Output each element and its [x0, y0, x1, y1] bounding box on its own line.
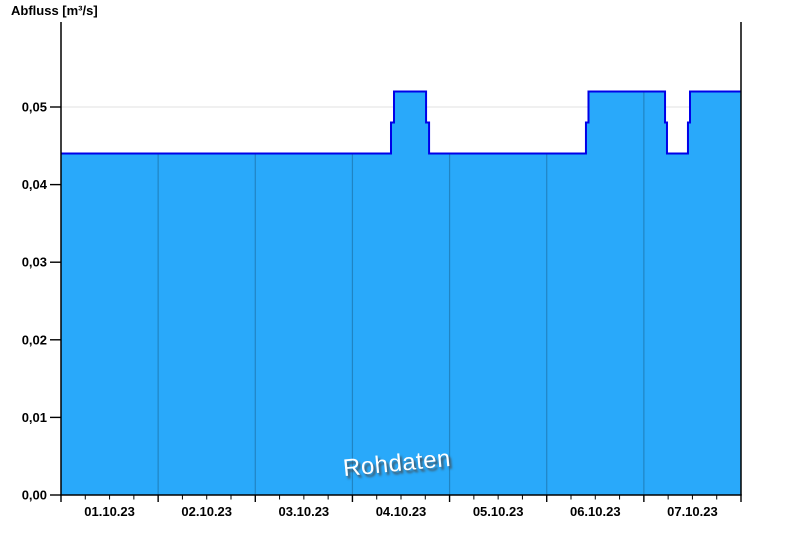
x-tick-label: 05.10.23: [473, 504, 524, 519]
y-tick-label: 0,00: [22, 488, 47, 503]
x-tick-label: 02.10.23: [181, 504, 232, 519]
y-tick-label: 0,03: [22, 255, 47, 270]
y-tick-label: 0,05: [22, 100, 47, 115]
y-axis-title: Abfluss [m³/s]: [11, 3, 98, 18]
x-tick-label: 06.10.23: [570, 504, 621, 519]
y-tick-label: 0,04: [22, 177, 48, 192]
x-tick-label: 07.10.23: [667, 504, 718, 519]
area-series-outline: [61, 90, 741, 155]
area-series-fill: [61, 91, 741, 495]
x-tick-label: 03.10.23: [279, 504, 330, 519]
y-tick-label: 0,01: [22, 410, 47, 425]
y-tick-label: 0,02: [22, 332, 47, 347]
x-tick-label: 01.10.23: [84, 504, 135, 519]
x-tick-label: 04.10.23: [376, 504, 427, 519]
